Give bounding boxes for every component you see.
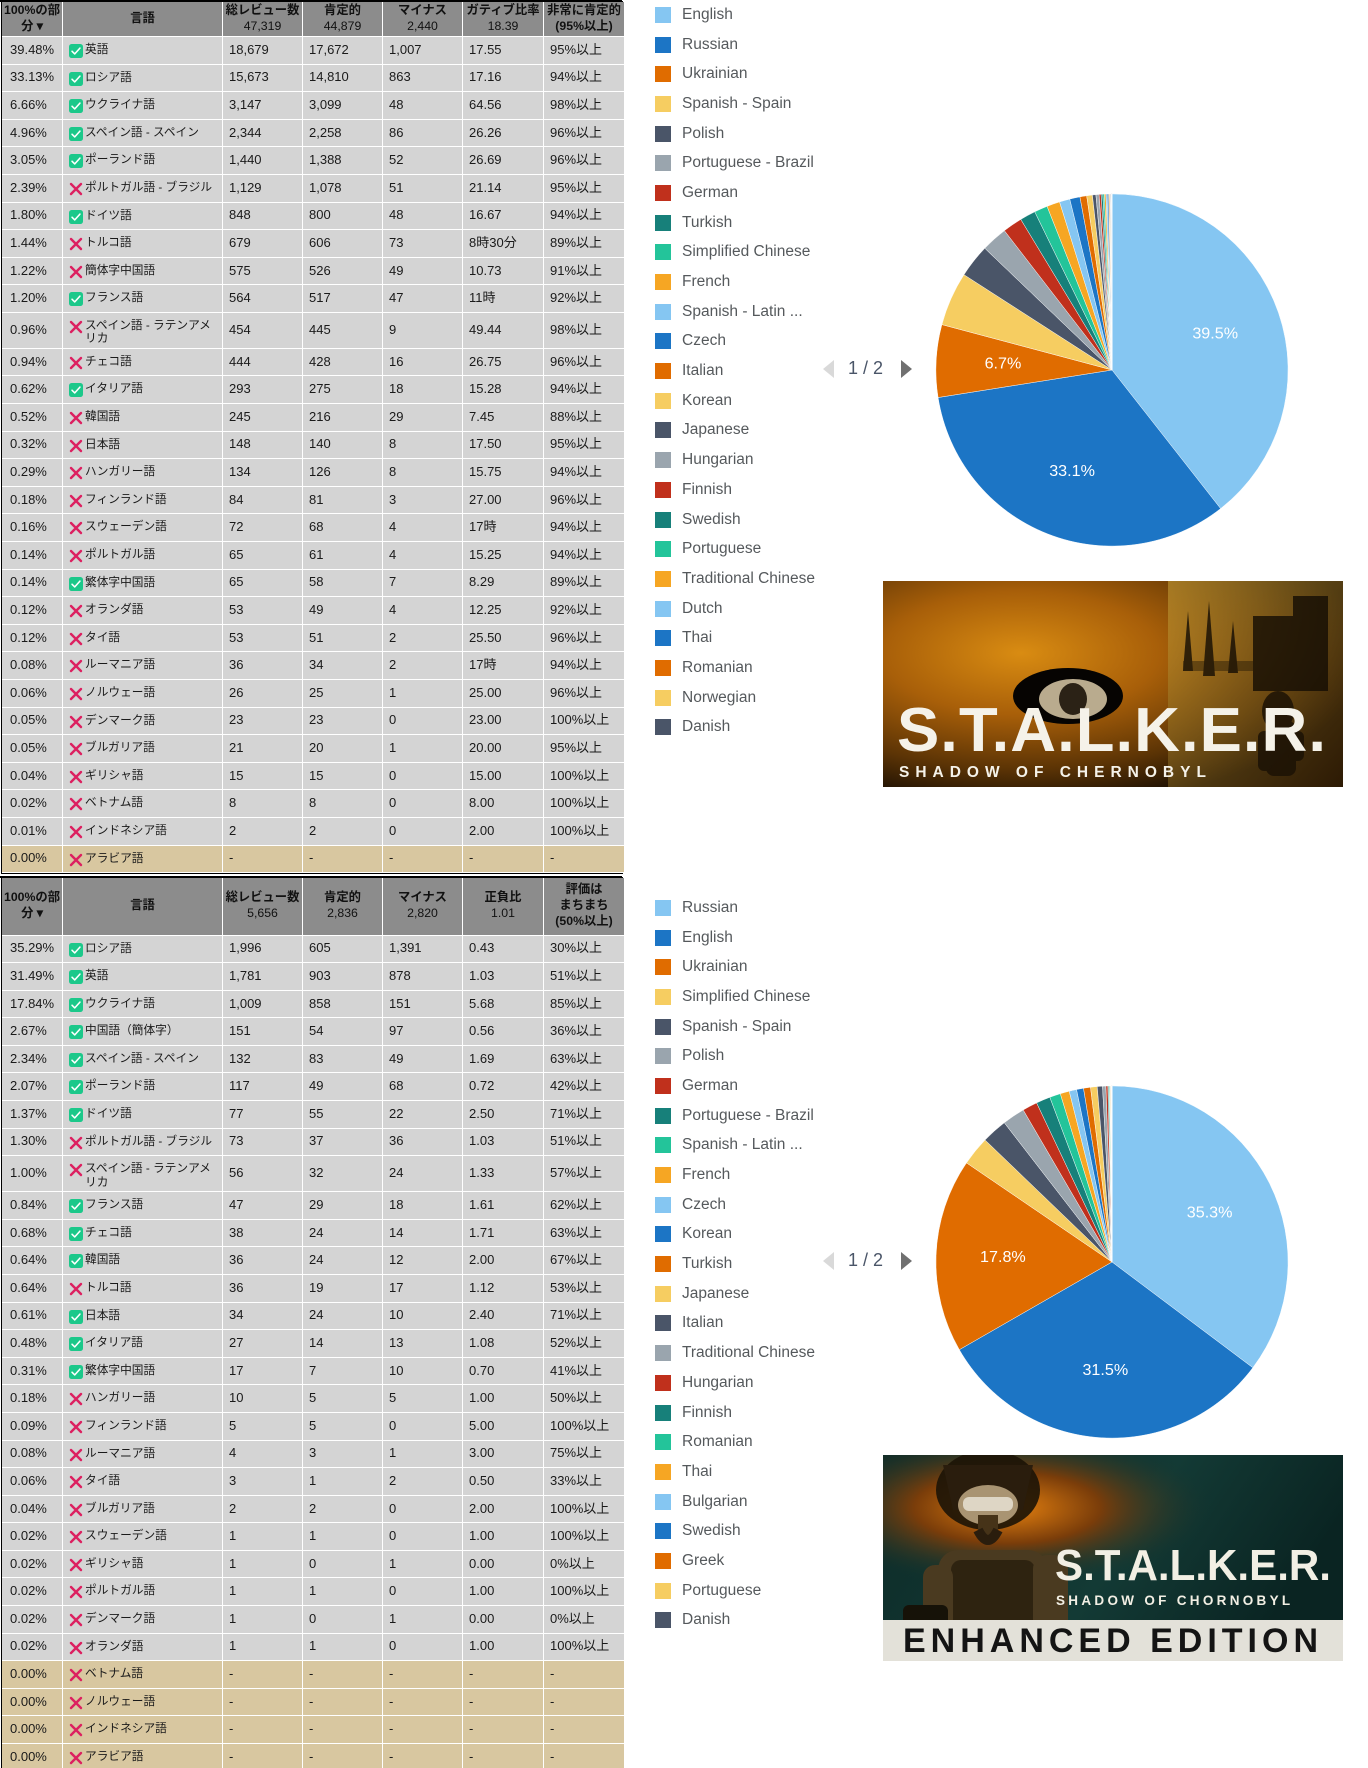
svg-text:S.T.A.L.K.E.R.: S.T.A.L.K.E.R. [897, 696, 1327, 765]
svg-text:35.3%: 35.3% [1187, 1203, 1233, 1221]
svg-text:S.T.A.L.K.E.R.: S.T.A.L.K.E.R. [1055, 1541, 1331, 1590]
svg-text:SHADOW OF CHORNOBYL: SHADOW OF CHORNOBYL [1056, 1593, 1293, 1608]
svg-text:ENHANCED EDITION: ENHANCED EDITION [903, 1622, 1323, 1660]
svg-text:39.5%: 39.5% [1192, 325, 1238, 343]
svg-text:33.1%: 33.1% [1049, 462, 1095, 480]
svg-text:17.8%: 17.8% [980, 1248, 1026, 1266]
svg-text:SHADOW OF CHERNOBYL: SHADOW OF CHERNOBYL [899, 764, 1212, 781]
svg-text:6.7%: 6.7% [985, 355, 1022, 373]
svg-text:31.5%: 31.5% [1082, 1361, 1128, 1379]
